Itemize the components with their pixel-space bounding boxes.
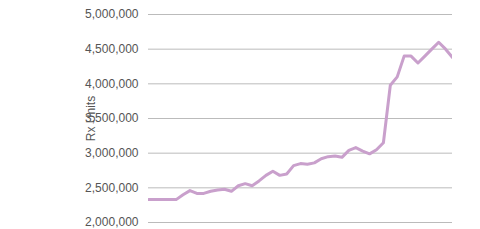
- svg-text:Rx Units: Rx Units: [84, 96, 98, 141]
- svg-text:5,000,000: 5,000,000: [85, 7, 139, 21]
- svg-text:2,500,000: 2,500,000: [85, 181, 139, 195]
- svg-text:2,000,000: 2,000,000: [85, 215, 139, 229]
- svg-text:4,000,000: 4,000,000: [85, 77, 139, 91]
- svg-text:3,000,000: 3,000,000: [85, 146, 139, 160]
- svg-text:4,500,000: 4,500,000: [85, 42, 139, 56]
- svg-text:3,500,000: 3,500,000: [85, 111, 139, 126]
